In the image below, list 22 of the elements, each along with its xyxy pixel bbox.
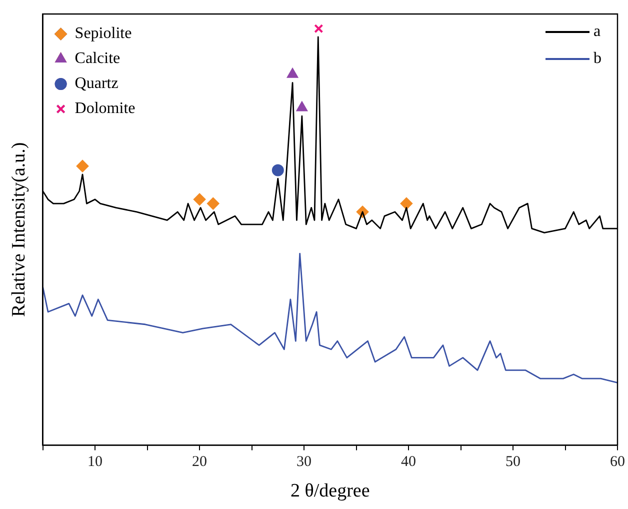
x-tick-label: 30 <box>296 454 312 470</box>
point <box>400 198 412 210</box>
point <box>287 68 298 78</box>
point <box>194 193 206 206</box>
point <box>296 102 308 112</box>
point <box>76 160 89 172</box>
x-axis-title: 2 θ/degree <box>290 480 370 502</box>
x-tick-label: 10 <box>88 454 103 470</box>
legend-label: a <box>594 23 601 40</box>
point <box>272 164 284 176</box>
legend-label: Dolomite <box>74 100 136 118</box>
legend-label: Sepiolite <box>74 25 132 42</box>
y-axis-title: Relative Intensity(a.u.) <box>8 142 30 317</box>
x-tick-label: 20 <box>192 454 208 470</box>
legend-label: b <box>594 50 602 68</box>
point <box>207 198 220 210</box>
legend-label: Calcite <box>74 50 120 68</box>
x-tick-label: 50 <box>506 454 521 470</box>
x-tick-label: 40 <box>401 454 416 470</box>
x-tick-label: 60 <box>610 454 625 470</box>
point <box>314 24 324 34</box>
legend-label: Quartz <box>74 75 118 92</box>
